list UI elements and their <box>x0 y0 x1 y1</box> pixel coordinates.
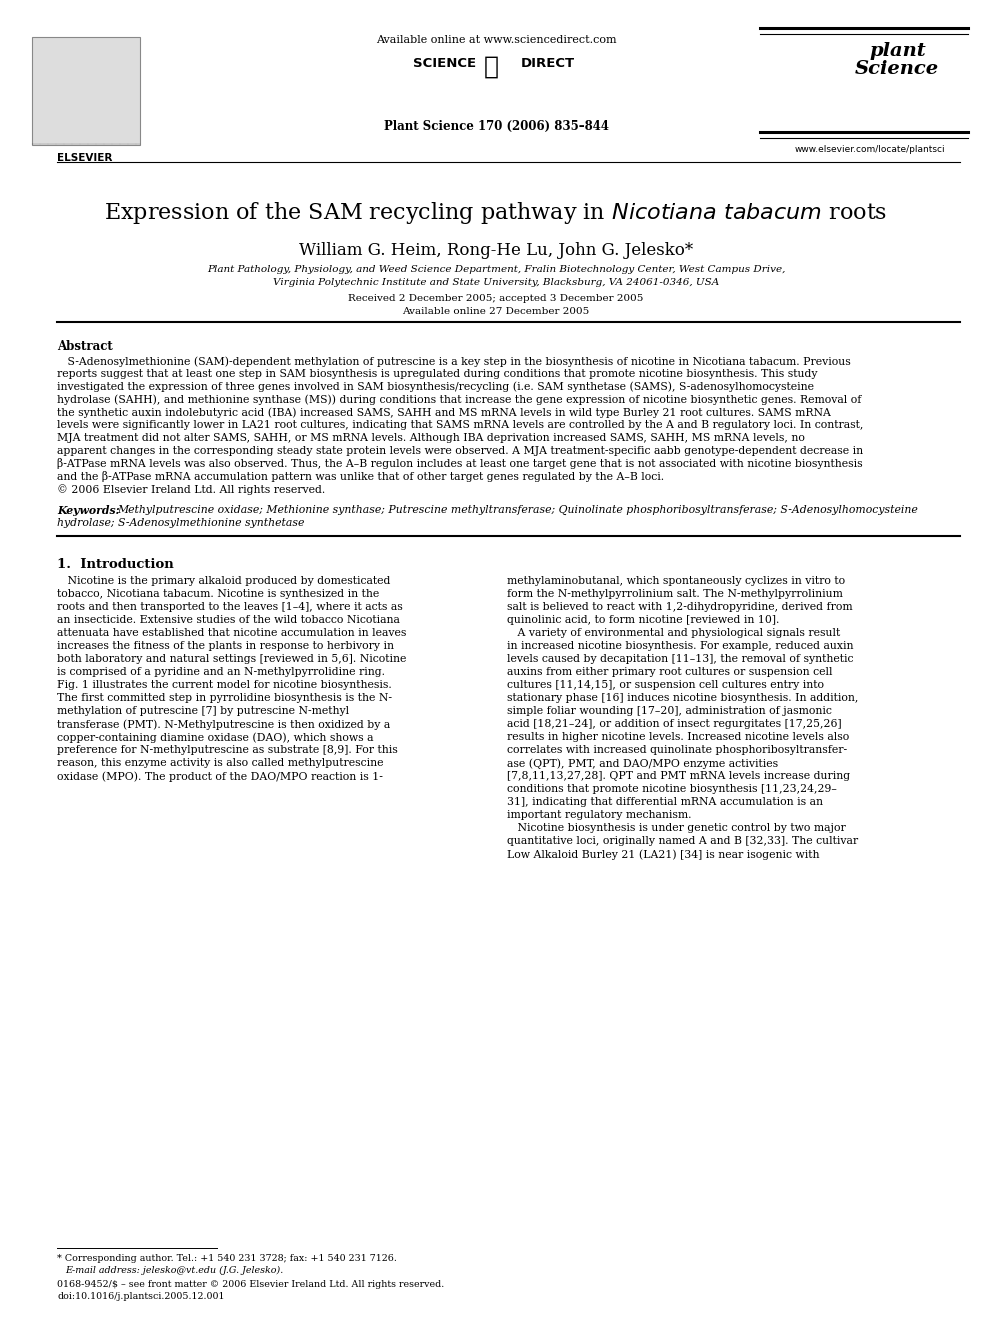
Text: S-Adenosylmethionine (SAM)-dependent methylation of putrescine is a key step in : S-Adenosylmethionine (SAM)-dependent met… <box>57 356 851 366</box>
Text: SCIENCE: SCIENCE <box>413 57 476 70</box>
Text: both laboratory and natural settings [reviewed in 5,6]. Nicotine: both laboratory and natural settings [re… <box>57 655 407 664</box>
Text: is comprised of a pyridine and an N-methylpyrrolidine ring.: is comprised of a pyridine and an N-meth… <box>57 667 385 677</box>
Text: Virginia Polytechnic Institute and State University, Blacksburg, VA 24061-0346, : Virginia Polytechnic Institute and State… <box>273 278 719 287</box>
Text: β-ATPase mRNA levels was also observed. Thus, the A–B regulon includes at least : β-ATPase mRNA levels was also observed. … <box>57 458 863 470</box>
Text: Nicotine is the primary alkaloid produced by domesticated: Nicotine is the primary alkaloid produce… <box>57 577 391 586</box>
Text: Expression of the SAM recycling pathway in $\it{Nicotiana}$ $\it{tabacum}$ roots: Expression of the SAM recycling pathway … <box>104 200 888 226</box>
Text: Science: Science <box>855 60 939 78</box>
Text: * Corresponding author. Tel.: +1 540 231 3728; fax: +1 540 231 7126.: * Corresponding author. Tel.: +1 540 231… <box>57 1254 397 1263</box>
Text: www.elsevier.com/locate/plantsci: www.elsevier.com/locate/plantsci <box>795 146 945 153</box>
Text: Plant Science 170 (2006) 835–844: Plant Science 170 (2006) 835–844 <box>384 120 608 134</box>
Text: ase (QPT), PMT, and DAO/MPO enzyme activities: ase (QPT), PMT, and DAO/MPO enzyme activ… <box>507 758 778 769</box>
Text: stationary phase [16] induces nicotine biosynthesis. In addition,: stationary phase [16] induces nicotine b… <box>507 693 858 704</box>
Text: preference for N-methylputrescine as substrate [8,9]. For this: preference for N-methylputrescine as sub… <box>57 745 398 755</box>
Text: correlates with increased quinolinate phosphoribosyltransfer-: correlates with increased quinolinate ph… <box>507 745 847 755</box>
Text: in increased nicotine biosynthesis. For example, reduced auxin: in increased nicotine biosynthesis. For … <box>507 642 853 651</box>
Text: hydrolase; S-Adenosylmethionine synthetase: hydrolase; S-Adenosylmethionine syntheta… <box>57 517 305 528</box>
Text: DIRECT: DIRECT <box>521 57 575 70</box>
Text: quinolinic acid, to form nicotine [reviewed in 10].: quinolinic acid, to form nicotine [revie… <box>507 615 780 626</box>
Text: Abstract: Abstract <box>57 340 113 353</box>
Text: MJA treatment did not alter SAMS, SAHH, or MS mRNA levels. Although IBA deprivat: MJA treatment did not alter SAMS, SAHH, … <box>57 433 805 443</box>
Text: A variety of environmental and physiological signals result: A variety of environmental and physiolog… <box>507 628 840 639</box>
Text: © 2006 Elsevier Ireland Ltd. All rights reserved.: © 2006 Elsevier Ireland Ltd. All rights … <box>57 484 325 495</box>
Text: transferase (PMT). N-Methylputrescine is then oxidized by a: transferase (PMT). N-Methylputrescine is… <box>57 720 390 730</box>
Text: The first committed step in pyrrolidine biosynthesis is the N-: The first committed step in pyrrolidine … <box>57 693 392 704</box>
Text: increases the fitness of the plants in response to herbivory in: increases the fitness of the plants in r… <box>57 642 394 651</box>
Text: Low Alkaloid Burley 21 (LA21) [34] is near isogenic with: Low Alkaloid Burley 21 (LA21) [34] is ne… <box>507 849 819 860</box>
Text: investigated the expression of three genes involved in SAM biosynthesis/recyclin: investigated the expression of three gen… <box>57 381 814 392</box>
Text: methylaminobutanal, which spontaneously cyclizes in vitro to: methylaminobutanal, which spontaneously … <box>507 577 845 586</box>
Text: an insecticide. Extensive studies of the wild tobacco Nicotiana: an insecticide. Extensive studies of the… <box>57 615 400 626</box>
Text: salt is believed to react with 1,2-dihydropyridine, derived from: salt is believed to react with 1,2-dihyd… <box>507 602 853 613</box>
Text: simple foliar wounding [17–20], administration of jasmonic: simple foliar wounding [17–20], administ… <box>507 706 832 716</box>
Text: cultures [11,14,15], or suspension cell cultures entry into: cultures [11,14,15], or suspension cell … <box>507 680 824 691</box>
Text: plant: plant <box>870 42 927 60</box>
Text: ELSEVIER: ELSEVIER <box>58 153 113 163</box>
Text: Available online 27 December 2005: Available online 27 December 2005 <box>403 307 589 316</box>
Text: important regulatory mechanism.: important regulatory mechanism. <box>507 811 691 820</box>
Text: hydrolase (SAHH), and methionine synthase (MS)) during conditions that increase : hydrolase (SAHH), and methionine synthas… <box>57 394 861 405</box>
Text: results in higher nicotine levels. Increased nicotine levels also: results in higher nicotine levels. Incre… <box>507 733 849 742</box>
Text: E-mail address: jelesko@vt.edu (J.G. Jelesko).: E-mail address: jelesko@vt.edu (J.G. Jel… <box>65 1266 284 1275</box>
Text: auxins from either primary root cultures or suspension cell: auxins from either primary root cultures… <box>507 667 832 677</box>
Text: reason, this enzyme activity is also called methylputrescine: reason, this enzyme activity is also cal… <box>57 758 384 769</box>
Text: Methylputrescine oxidase; Methionine synthase; Putrescine methyltransferase; Qui: Methylputrescine oxidase; Methionine syn… <box>117 505 918 515</box>
Text: levels caused by decapitation [11–13], the removal of synthetic: levels caused by decapitation [11–13], t… <box>507 655 853 664</box>
Text: Plant Pathology, Physiology, and Weed Science Department, Fralin Biotechnology C: Plant Pathology, Physiology, and Weed Sc… <box>206 265 786 274</box>
Text: methylation of putrescine [7] by putrescine N-methyl: methylation of putrescine [7] by putresc… <box>57 706 349 716</box>
Text: 1.  Introduction: 1. Introduction <box>57 558 174 572</box>
Text: [7,8,11,13,27,28]. QPT and PMT mRNA levels increase during: [7,8,11,13,27,28]. QPT and PMT mRNA leve… <box>507 771 850 782</box>
Text: Fig. 1 illustrates the current model for nicotine biosynthesis.: Fig. 1 illustrates the current model for… <box>57 680 392 691</box>
Text: William G. Heim, Rong-He Lu, John G. Jelesko*: William G. Heim, Rong-He Lu, John G. Jel… <box>299 242 693 259</box>
Text: the synthetic auxin indolebutyric acid (IBA) increased SAMS, SAHH and MS mRNA le: the synthetic auxin indolebutyric acid (… <box>57 407 831 418</box>
Text: doi:10.1016/j.plantsci.2005.12.001: doi:10.1016/j.plantsci.2005.12.001 <box>57 1293 224 1301</box>
Text: Received 2 December 2005; accepted 3 December 2005: Received 2 December 2005; accepted 3 Dec… <box>348 294 644 303</box>
Text: 0168-9452/$ – see front matter © 2006 Elsevier Ireland Ltd. All rights reserved.: 0168-9452/$ – see front matter © 2006 El… <box>57 1279 444 1289</box>
Text: tobacco, Nicotiana tabacum. Nicotine is synthesized in the: tobacco, Nicotiana tabacum. Nicotine is … <box>57 590 379 599</box>
Text: roots and then transported to the leaves [1–4], where it acts as: roots and then transported to the leaves… <box>57 602 403 613</box>
Text: acid [18,21–24], or addition of insect regurgitates [17,25,26]: acid [18,21–24], or addition of insect r… <box>507 720 841 729</box>
Text: reports suggest that at least one step in SAM biosynthesis is upregulated during: reports suggest that at least one step i… <box>57 369 817 378</box>
Text: Available online at www.sciencedirect.com: Available online at www.sciencedirect.co… <box>376 34 616 45</box>
Text: Ⓐ: Ⓐ <box>483 56 499 79</box>
Text: conditions that promote nicotine biosynthesis [11,23,24,29–: conditions that promote nicotine biosynt… <box>507 785 837 794</box>
Text: apparent changes in the corresponding steady state protein levels were observed.: apparent changes in the corresponding st… <box>57 446 863 455</box>
Text: 31], indicating that differential mRNA accumulation is an: 31], indicating that differential mRNA a… <box>507 798 823 807</box>
Text: Nicotine biosynthesis is under genetic control by two major: Nicotine biosynthesis is under genetic c… <box>507 823 846 833</box>
FancyBboxPatch shape <box>32 37 140 146</box>
Text: copper-containing diamine oxidase (DAO), which shows a: copper-containing diamine oxidase (DAO),… <box>57 733 374 744</box>
Text: form the N-methylpyrrolinium salt. The N-methylpyrrolinium: form the N-methylpyrrolinium salt. The N… <box>507 590 843 599</box>
Text: Keywords:: Keywords: <box>57 505 123 516</box>
Text: and the β-ATPase mRNA accumulation pattern was unlike that of other target genes: and the β-ATPase mRNA accumulation patte… <box>57 471 664 482</box>
Text: oxidase (MPO). The product of the DAO/MPO reaction is 1-: oxidase (MPO). The product of the DAO/MP… <box>57 771 383 782</box>
Text: quantitative loci, originally named A and B [32,33]. The cultivar: quantitative loci, originally named A an… <box>507 836 858 847</box>
Text: levels were significantly lower in LA21 root cultures, indicating that SAMS mRNA: levels were significantly lower in LA21 … <box>57 419 863 430</box>
Text: attenuata have established that nicotine accumulation in leaves: attenuata have established that nicotine… <box>57 628 407 639</box>
